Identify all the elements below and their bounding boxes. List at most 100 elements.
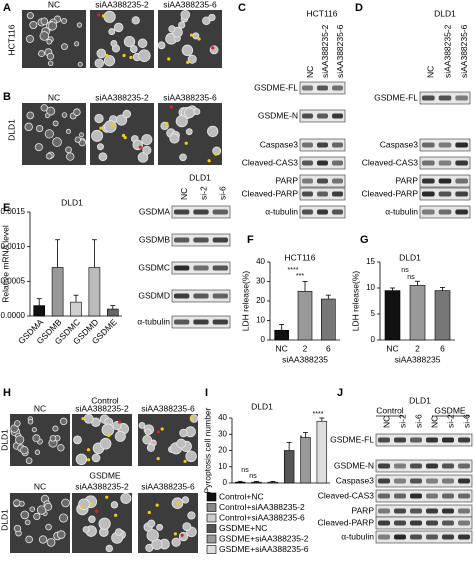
arrow-marker bbox=[173, 532, 177, 536]
arrow-marker bbox=[183, 459, 187, 463]
blot-band bbox=[438, 191, 452, 197]
column-label: siAA388235-6 bbox=[141, 481, 195, 491]
band-label: Caspase3 bbox=[260, 139, 299, 149]
cell bbox=[36, 124, 44, 133]
cell bbox=[146, 529, 159, 542]
blot-band bbox=[332, 209, 343, 215]
blot-band bbox=[394, 463, 406, 469]
column-label: siAA388235-2 bbox=[95, 0, 149, 9]
cell bbox=[169, 133, 180, 144]
y-tick-label: 0.0005 bbox=[1, 276, 26, 285]
column-label: NC bbox=[48, 92, 60, 102]
blot-band bbox=[332, 113, 343, 119]
cell bbox=[74, 136, 82, 143]
lane-label: si-2 bbox=[445, 414, 455, 428]
column-label: siAA388235-2 bbox=[75, 403, 129, 413]
panel-letter: C bbox=[238, 2, 246, 14]
blot-band bbox=[378, 463, 390, 469]
legend-swatch bbox=[206, 524, 217, 533]
cell bbox=[66, 152, 75, 161]
blot-band bbox=[302, 178, 313, 184]
blot-band bbox=[422, 142, 435, 148]
bar bbox=[106, 308, 119, 317]
cell bbox=[59, 417, 68, 426]
blot-band bbox=[332, 142, 343, 148]
arrow-marker bbox=[99, 126, 103, 130]
blot-band bbox=[458, 520, 470, 526]
y-tick-label: 30 bbox=[256, 277, 265, 286]
bar bbox=[384, 290, 401, 341]
cell bbox=[131, 16, 140, 25]
blot-band bbox=[426, 534, 438, 540]
blot-band bbox=[458, 463, 470, 469]
panel-letter: E bbox=[3, 202, 10, 214]
arrow-marker bbox=[86, 448, 91, 452]
chart-title: DLD1 bbox=[61, 197, 83, 207]
blot-band bbox=[317, 209, 328, 215]
cell bbox=[185, 128, 193, 136]
cell bbox=[46, 52, 55, 61]
cell bbox=[129, 45, 138, 53]
cell bbox=[142, 145, 152, 155]
y-tick-label: 0.0000 bbox=[1, 311, 26, 320]
arrow-marker bbox=[107, 433, 111, 438]
cell bbox=[25, 535, 33, 544]
legend-label: Control+siAA388235-6 bbox=[219, 512, 305, 522]
cell bbox=[52, 120, 59, 127]
y-axis-label: Relative mRNA level bbox=[0, 225, 10, 303]
cell bbox=[103, 10, 116, 23]
blot-band bbox=[410, 478, 422, 484]
bar bbox=[33, 305, 46, 317]
cell bbox=[98, 152, 108, 162]
band-label: Caspase3 bbox=[336, 475, 375, 485]
cell bbox=[110, 501, 119, 509]
blot-band bbox=[410, 508, 422, 514]
blot-band bbox=[458, 508, 470, 514]
blot-band bbox=[378, 493, 390, 499]
cell bbox=[146, 443, 156, 452]
lane-label: siAA388235-6 bbox=[459, 24, 469, 78]
blot-band bbox=[174, 209, 190, 215]
cell bbox=[115, 528, 123, 536]
blot-band bbox=[458, 437, 470, 443]
band-label: GSDMB bbox=[139, 234, 171, 244]
y-tick-label: 15 bbox=[366, 257, 375, 266]
annotation: *** bbox=[296, 273, 304, 280]
cell bbox=[79, 132, 84, 138]
blot-strip bbox=[375, 504, 473, 518]
y-axis-label: LDH release(%) bbox=[350, 271, 360, 332]
legend-swatch bbox=[206, 503, 217, 512]
cell bbox=[157, 41, 166, 50]
cell bbox=[179, 153, 187, 162]
blot-band bbox=[212, 265, 228, 271]
cell bbox=[46, 537, 56, 547]
cell bbox=[105, 544, 114, 553]
blot-band bbox=[317, 191, 328, 197]
blot-strip bbox=[375, 433, 473, 447]
cell bbox=[75, 453, 88, 465]
x-tick-label: 6 bbox=[440, 343, 445, 353]
arrow-marker bbox=[105, 53, 109, 58]
chart-title: DLD1 bbox=[399, 252, 421, 262]
blot-band bbox=[422, 191, 435, 197]
cell bbox=[13, 524, 22, 533]
arrow-marker bbox=[155, 503, 159, 507]
x-axis-label: siAA388235 bbox=[395, 354, 441, 364]
legend-label: GSDME+NC bbox=[219, 523, 267, 533]
y-tick-label: 0.0010 bbox=[1, 242, 26, 251]
x-axis-label: siAA388235 bbox=[282, 354, 328, 364]
blot-band bbox=[193, 265, 209, 271]
cell bbox=[122, 109, 132, 119]
blot-band bbox=[317, 160, 328, 166]
cell bbox=[46, 106, 56, 116]
blot-band bbox=[422, 160, 435, 166]
y-tick-label: 40 bbox=[218, 413, 227, 422]
bar bbox=[316, 420, 328, 484]
arrow-marker bbox=[129, 55, 133, 60]
blot-band bbox=[302, 160, 313, 166]
cell bbox=[120, 492, 132, 504]
lane-label: si-6 bbox=[461, 414, 471, 428]
group-label: Control bbox=[91, 395, 119, 405]
cell bbox=[185, 450, 197, 462]
y-tick-label: 0 bbox=[261, 335, 266, 344]
